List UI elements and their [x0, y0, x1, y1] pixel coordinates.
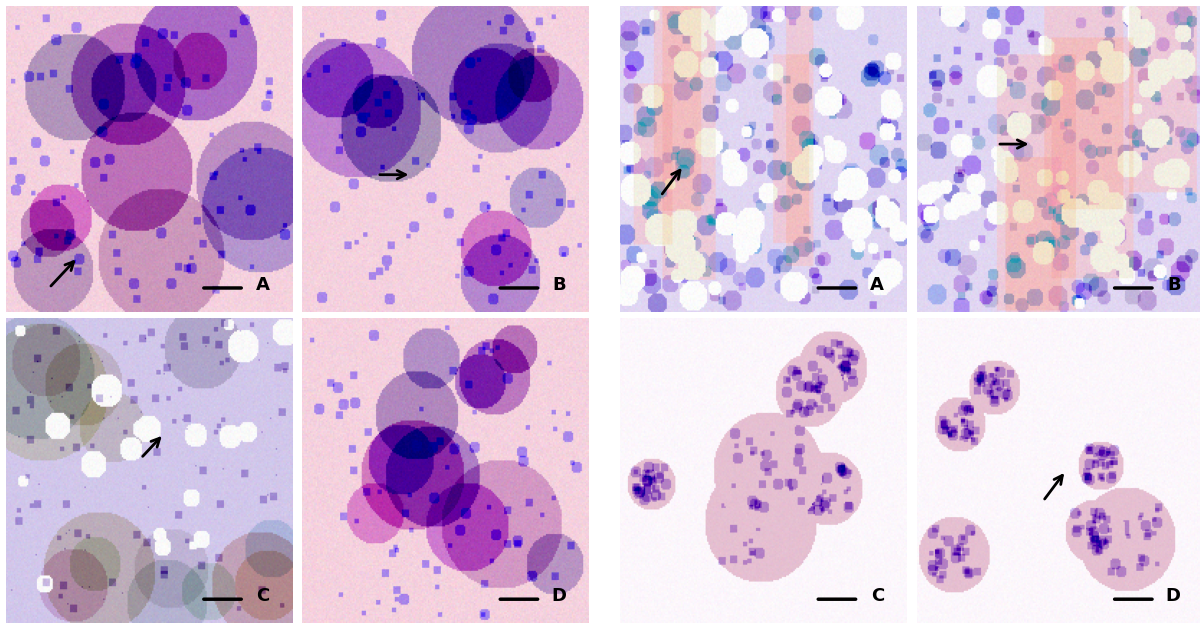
Text: C: C — [257, 587, 270, 605]
Text: A: A — [870, 276, 884, 294]
Text: D: D — [1165, 587, 1181, 605]
Text: C: C — [871, 587, 884, 605]
Text: B: B — [553, 276, 566, 294]
Text: A: A — [256, 276, 270, 294]
Text: B: B — [1168, 276, 1181, 294]
Text: D: D — [551, 587, 566, 605]
